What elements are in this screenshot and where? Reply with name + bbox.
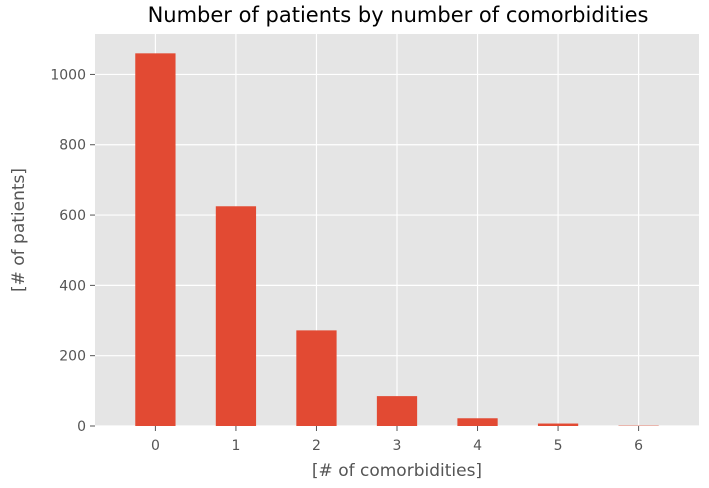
bar-3	[376, 396, 418, 426]
bar-1	[215, 206, 257, 426]
x-tick-label: 5	[554, 438, 563, 454]
x-tick-label: 4	[473, 438, 482, 454]
y-tick-labels: 0 200 400 600 800 1000	[50, 67, 95, 435]
x-tick-label: 2	[312, 438, 321, 454]
y-tick-label: 600	[59, 208, 86, 224]
x-tick-label: 1	[231, 438, 240, 454]
x-tick-label: 3	[393, 438, 402, 454]
y-tick-label: 1000	[50, 67, 86, 83]
chart-title: Number of patients by number of comorbid…	[148, 3, 649, 27]
y-tick-label: 400	[59, 278, 86, 294]
bar-0	[135, 53, 176, 426]
x-tick-label: 6	[634, 438, 643, 454]
x-tick-label: 0	[151, 438, 160, 454]
y-tick-label: 800	[59, 138, 86, 154]
bar-4	[457, 418, 498, 426]
bar-2	[296, 330, 337, 426]
y-axis-label: [# of patients]	[9, 168, 29, 292]
bar-5	[537, 423, 579, 426]
grid-lines	[95, 34, 699, 427]
bars	[135, 53, 659, 426]
x-axis-label: [# of comorbidities]	[312, 461, 482, 481]
y-tick-label: 200	[59, 349, 86, 365]
x-tick-labels: 0 1 2 3 4 5 6	[151, 426, 643, 454]
y-tick-label: 0	[77, 419, 86, 435]
